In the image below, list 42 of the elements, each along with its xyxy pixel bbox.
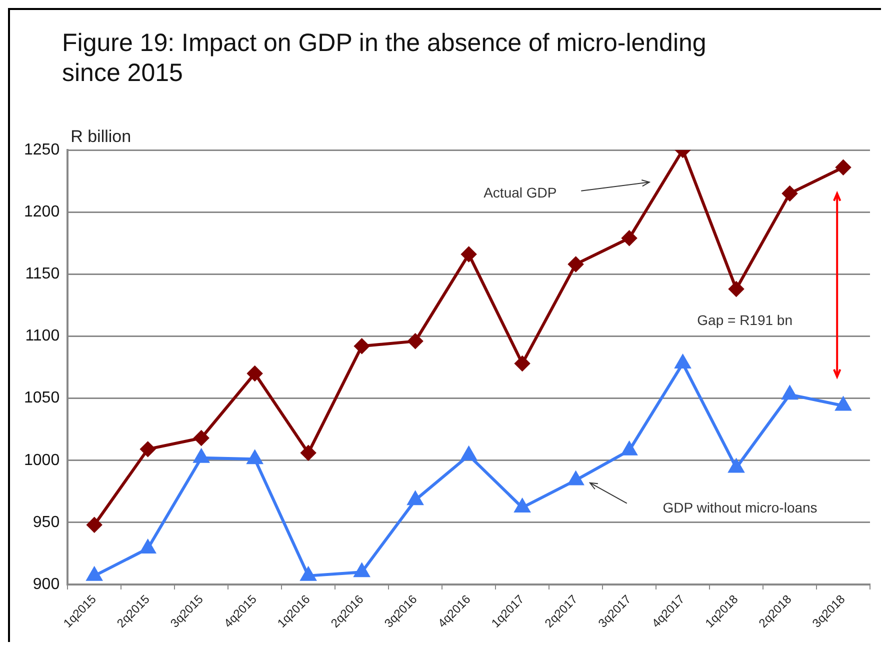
point bbox=[194, 449, 209, 463]
point bbox=[300, 445, 316, 460]
point bbox=[86, 567, 102, 581]
point bbox=[514, 499, 530, 513]
y-tick-label: 1050 bbox=[24, 390, 60, 407]
point bbox=[194, 430, 209, 446]
point bbox=[354, 338, 370, 354]
point bbox=[247, 450, 262, 464]
point bbox=[354, 564, 370, 578]
point bbox=[247, 366, 262, 381]
point bbox=[782, 186, 798, 201]
point bbox=[836, 160, 851, 175]
point bbox=[408, 334, 423, 349]
point bbox=[568, 256, 584, 272]
point bbox=[782, 386, 798, 400]
point bbox=[514, 356, 530, 372]
point bbox=[675, 355, 690, 369]
point bbox=[86, 517, 102, 532]
y-tick-label: 1150 bbox=[25, 266, 60, 283]
y-tick-label: 1250 bbox=[24, 141, 60, 158]
point bbox=[461, 246, 476, 262]
y-tick-label: 1200 bbox=[24, 203, 60, 220]
point bbox=[728, 459, 744, 473]
point bbox=[622, 230, 637, 246]
y-tick-label: 1000 bbox=[24, 452, 60, 469]
y-tick-label: 1100 bbox=[25, 328, 60, 345]
annotation: GDP without micro-loans bbox=[662, 499, 818, 516]
y-axis-title: R billion bbox=[70, 127, 132, 146]
y-tick-label: 900 bbox=[32, 576, 60, 593]
point bbox=[461, 446, 476, 460]
annotation: Actual GDP bbox=[484, 184, 557, 200]
annotation: Gap = R191 bn bbox=[697, 312, 793, 328]
point bbox=[300, 567, 316, 581]
chart-title: Figure 19: Impact on GDP in the absence of micro-lending since 2015 bbox=[62, 28, 708, 88]
y-tick-label: 950 bbox=[32, 514, 60, 531]
point bbox=[408, 492, 423, 506]
point bbox=[568, 472, 584, 486]
point bbox=[140, 540, 156, 554]
point bbox=[622, 442, 637, 456]
point bbox=[836, 397, 851, 411]
point bbox=[728, 282, 744, 297]
point bbox=[140, 442, 156, 457]
